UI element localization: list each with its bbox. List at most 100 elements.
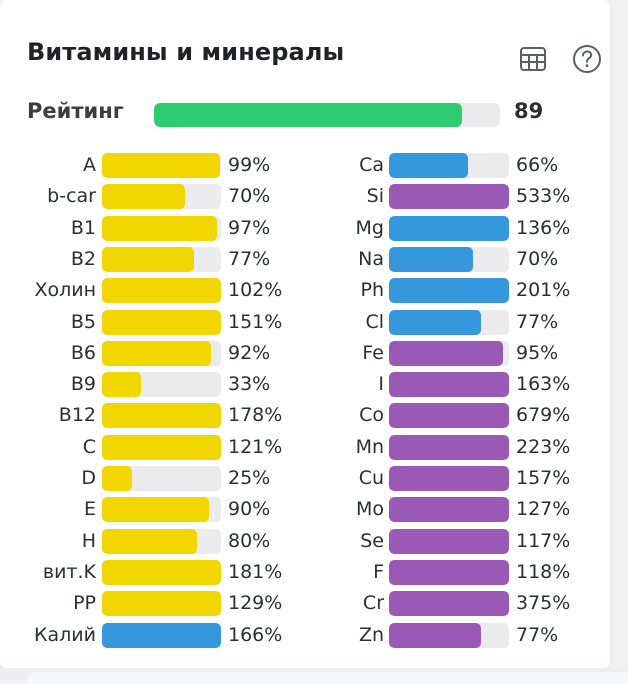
vitamin-name: B9: [70, 373, 96, 396]
vitamin-percent: 181%: [228, 560, 283, 583]
mineral-percent: 66%: [516, 154, 559, 176]
mineral-row: Cu 157%: [290, 465, 590, 491]
mineral-bar-fill: [389, 497, 509, 523]
mineral-name: Si: [366, 185, 384, 208]
mineral-bar: [389, 528, 509, 554]
vitamin-name: E: [83, 498, 96, 521]
next-card-edge: [0, 668, 628, 684]
mineral-bar-fill: [389, 340, 503, 366]
mineral-bar-fill: [389, 622, 482, 648]
vitamin-name: вит.K: [42, 560, 96, 583]
mineral-row: Mn 223%: [290, 434, 590, 460]
vitamin-row: b-car 70%: [0, 183, 300, 210]
vitamin-bar-fill: [102, 278, 221, 304]
mineral-name: Ph: [360, 279, 385, 302]
mineral-percent: 77%: [516, 623, 559, 646]
vitamin-name: B2: [70, 247, 96, 270]
table-icon-svg: [520, 47, 546, 71]
mineral-bar: [389, 591, 509, 617]
mineral-bar: [389, 372, 509, 398]
vitamin-name: Калий: [34, 623, 96, 646]
vitamin-row: E 90%: [0, 496, 300, 523]
mineral-percent: 70%: [516, 247, 559, 270]
mineral-bar-fill: [389, 153, 469, 178]
table-icon[interactable]: [518, 44, 548, 74]
mineral-bar: [389, 559, 509, 585]
vitamin-bar: [102, 246, 221, 272]
vitamin-name: A: [83, 154, 96, 176]
card-title: Витамины и минералы: [27, 38, 345, 66]
mineral-bar-fill: [389, 591, 509, 617]
vitamin-row: B2 77%: [0, 246, 300, 272]
mineral-bar-fill: [389, 246, 473, 272]
vitamin-row: C 121%: [0, 434, 300, 460]
vitamin-row: D 25%: [0, 465, 300, 491]
mineral-row: Mo 127%: [290, 496, 590, 523]
mineral-bar: [389, 403, 509, 429]
mineral-name: Co: [359, 404, 384, 427]
vitamin-row: Калий 166%: [0, 622, 300, 648]
vitamin-percent: 166%: [228, 623, 283, 646]
mineral-row: F 118%: [290, 559, 590, 585]
vitamin-row: Холин 102%: [0, 277, 300, 304]
vitamin-bar: [102, 591, 221, 617]
vitamin-row: B6 92%: [0, 340, 300, 366]
vitamin-bar-fill: [102, 497, 210, 523]
vitamin-bar-fill: [102, 591, 221, 617]
rating-progress-bar: [154, 103, 500, 127]
vitamin-name: Холин: [34, 279, 96, 302]
vitamin-percent: 25%: [228, 467, 271, 489]
vitamin-bar: [102, 340, 221, 366]
vitamin-percent: 151%: [228, 310, 283, 333]
mineral-percent: 95%: [516, 341, 559, 364]
mineral-row: Ca 66%: [290, 152, 590, 178]
mineral-name: F: [373, 560, 384, 583]
mineral-percent: 375%: [516, 592, 571, 615]
vitamin-percent: 92%: [228, 341, 271, 364]
mineral-name: Mn: [355, 435, 384, 458]
vitamin-bar: [102, 403, 221, 429]
vitamin-percent: 102%: [228, 279, 283, 302]
vitamin-bar: [102, 466, 221, 491]
vitamin-row: H 80%: [0, 528, 300, 554]
rating-progress-fill: [154, 103, 462, 127]
vitamin-percent: 99%: [228, 154, 271, 176]
vitamin-name: B1: [70, 216, 96, 239]
mineral-bar: [389, 466, 509, 491]
mineral-bar-fill: [389, 309, 482, 335]
mineral-bar-fill: [389, 434, 509, 460]
vitamin-name: B5: [70, 310, 96, 333]
mineral-name: Cr: [362, 592, 384, 615]
mineral-bar-fill: [389, 215, 509, 241]
help-circle-icon[interactable]: [572, 44, 602, 74]
vitamin-row: A 99%: [0, 152, 300, 178]
vitamin-bar: [102, 278, 221, 304]
mineral-percent: 127%: [516, 498, 571, 521]
mineral-bar: [389, 340, 509, 366]
vitamin-bar-fill: [102, 528, 198, 554]
vitamin-name: C: [82, 435, 96, 458]
mineral-name: Na: [358, 247, 384, 270]
mineral-row: Cr 375%: [290, 590, 590, 617]
mineral-row: Co 679%: [290, 402, 590, 429]
mineral-name: Cl: [365, 310, 384, 333]
vitamin-percent: 97%: [228, 216, 271, 239]
mineral-percent: 77%: [516, 310, 559, 333]
vitamin-row: B5 151%: [0, 309, 300, 335]
vitamin-name: D: [81, 467, 96, 489]
mineral-percent: 679%: [516, 404, 571, 427]
mineral-bar-fill: [389, 184, 509, 210]
mineral-name: Mg: [355, 216, 384, 239]
mineral-bar-fill: [389, 528, 509, 554]
help-circle-icon-svg: [573, 45, 601, 73]
mineral-row: Cl 77%: [290, 309, 590, 335]
rating-label: Рейтинг: [27, 99, 124, 123]
vitamin-bar: [102, 434, 221, 460]
mineral-name: Zn: [358, 623, 384, 646]
mineral-percent: 533%: [516, 185, 571, 208]
vitamin-percent: 33%: [228, 373, 271, 396]
vitamin-name: B6: [70, 341, 96, 364]
mineral-percent: 117%: [516, 529, 571, 552]
vitamin-bar-fill: [102, 559, 221, 585]
vitamin-row: вит.K 181%: [0, 559, 300, 585]
